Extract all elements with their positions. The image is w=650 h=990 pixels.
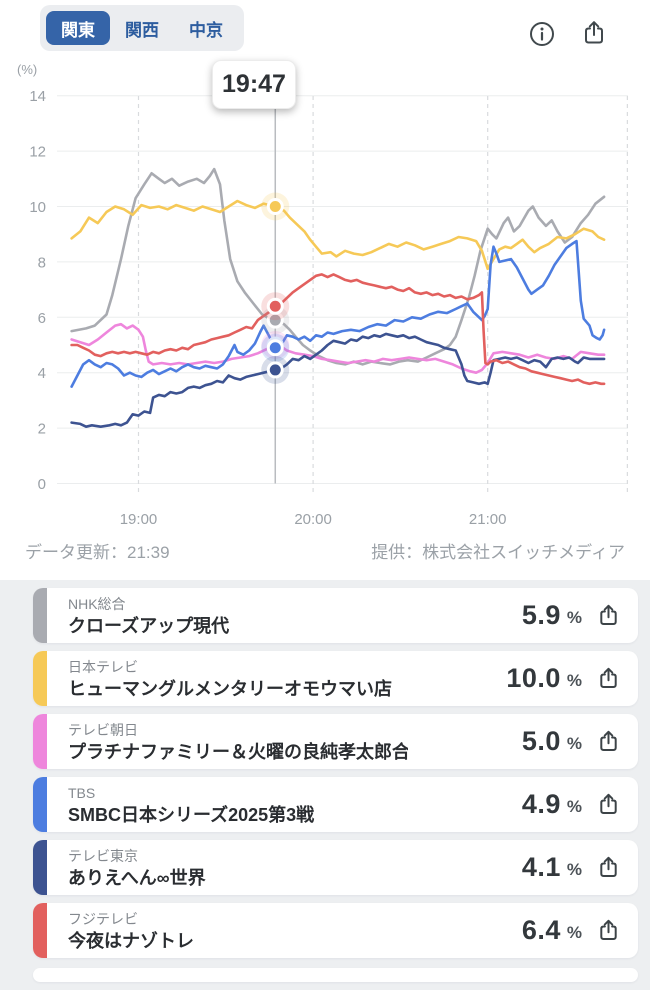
time-tooltip: 19:47 [212, 60, 296, 109]
chart-footer: データ更新：21:39 提供：株式会社スイッチメディア [25, 538, 625, 563]
ratings-chart: 0 2 4 6 8 10 12 14 19:00 20:00 21:00 [29, 88, 628, 528]
rating-value: 6.4 [521, 915, 561, 945]
series-line-5 [70, 273, 606, 386]
share-icon[interactable] [595, 728, 622, 755]
program-title: SMBC日本シリーズ2025第3戦 [68, 805, 315, 825]
program-title: プラチナファミリー＆火曜の良純孝太郎合体SP [68, 742, 408, 762]
channel-text-block: テレビ東京ありえへん∞世界 [68, 847, 408, 891]
channel-name: NHK総合 [68, 596, 126, 612]
series-line-2 [70, 322, 606, 375]
y-axis-unit-label: (%) [17, 62, 38, 77]
rating-value-block: 4.9% [522, 777, 622, 832]
channel-color-bar [33, 903, 47, 958]
rating-value-block: 5.0% [522, 714, 622, 769]
channel-text-block: 日本テレビヒューマングルメンタリーオモウマい店 [68, 658, 408, 702]
y-tick-label: 12 [29, 144, 46, 161]
rating-value: 4.1 [521, 852, 561, 882]
program-title: 今夜はナゾトレ [68, 931, 194, 951]
channel-name: TBS [68, 785, 96, 801]
channel-color-bar [33, 588, 47, 643]
tab-kanto[interactable]: 関東 [46, 11, 110, 45]
share-icon[interactable] [595, 854, 622, 881]
channel-card[interactable]: 日本テレビヒューマングルメンタリーオモウマい店 10.0% [33, 651, 638, 706]
marker-dot-1 [266, 198, 284, 215]
data-updated-text: データ更新：21:39 [25, 543, 170, 562]
rating-value-block: 4.1% [522, 840, 622, 895]
tab-chukyo[interactable]: 中京 [174, 11, 238, 45]
x-tick-label: 21:00 [469, 511, 507, 528]
rating-unit: % [566, 922, 582, 942]
channel-ranking-list: NHK総合 クローズアップ現代 5.9% 日本テレビ ヒューマングルメンタリーオモウマい… [0, 580, 650, 990]
channel-card[interactable]: NHK総合クローズアップ現代 5.9% [33, 588, 638, 643]
share-icon[interactable] [579, 18, 609, 48]
program-title: ありえへん∞世界 [68, 868, 206, 888]
rating-unit: % [566, 670, 582, 690]
share-icon[interactable] [595, 917, 622, 944]
series-line-4 [70, 332, 606, 429]
channel-name: フジテレビ [68, 911, 138, 927]
provider-text: 提供：株式会社スイッチメディア [371, 543, 625, 562]
marker-dot-5 [266, 297, 284, 315]
x-tick-label: 20:00 [294, 511, 332, 528]
channel-color-bar [33, 840, 47, 895]
series-line-0 [70, 167, 606, 366]
y-tick-label: 2 [38, 421, 46, 438]
series-line-1 [70, 199, 606, 271]
rating-value-block: 10.0% [506, 651, 622, 706]
info-icon[interactable] [527, 19, 557, 49]
region-tabs: 関東 関西 中京 [40, 5, 244, 51]
rating-unit: % [566, 859, 582, 879]
rating-value: 5.0 [521, 726, 561, 756]
rating-unit: % [566, 796, 582, 816]
rating-unit: % [566, 733, 582, 753]
channel-color-bar [33, 777, 47, 832]
channel-card-partial[interactable] [33, 968, 638, 982]
channel-text-block: NHK総合クローズアップ現代 [68, 595, 408, 639]
channel-name: テレビ朝日 [68, 722, 138, 738]
y-tick-label: 0 [38, 476, 46, 493]
program-title: クローズアップ現代 [68, 616, 230, 636]
marker-dot-4 [266, 361, 284, 379]
rating-value-block: 6.4% [522, 903, 622, 958]
channel-name: テレビ東京 [68, 848, 138, 864]
channel-text-block: TBS SMBC日本シリーズ2025第3戦 [68, 784, 408, 828]
channel-card[interactable]: TBS SMBC日本シリーズ2025第3戦 4.9% [33, 777, 638, 832]
rating-value: 4.9 [521, 789, 561, 819]
program-title: ヒューマングルメンタリーオモウマい店 [68, 679, 392, 699]
marker-dot-3 [266, 339, 284, 357]
rating-value-block: 5.9% [522, 588, 622, 643]
channel-card[interactable]: テレビ東京ありえへん∞世界 4.1% [33, 840, 638, 895]
channel-name: 日本テレビ [68, 659, 138, 675]
y-tick-label: 14 [29, 88, 46, 105]
share-icon[interactable] [595, 665, 622, 692]
channel-text-block: フジテレビ今夜はナゾトレ [68, 910, 408, 954]
share-icon[interactable] [595, 602, 622, 629]
tooltip-time: 19:47 [222, 70, 286, 98]
x-tick-label: 19:00 [120, 511, 158, 528]
y-tick-label: 10 [29, 199, 46, 216]
share-icon[interactable] [595, 791, 622, 818]
tab-kansai[interactable]: 関西 [110, 11, 174, 45]
rating-value: 10.0 [506, 663, 561, 693]
y-tick-label: 8 [38, 254, 46, 271]
channel-card[interactable]: フジテレビ今夜はナゾトレ 6.4% [33, 903, 638, 958]
rating-value: 5.9 [521, 600, 561, 630]
channel-color-bar [33, 651, 47, 706]
rating-unit: % [566, 607, 582, 627]
chart-section: 関東 関西 中京 (%) 0 2 4 6 8 10 12 14 19:00 20:00 21:00 … [0, 0, 650, 580]
y-tick-label: 6 [38, 310, 46, 327]
channel-color-bar [33, 714, 47, 769]
y-tick-label: 4 [38, 365, 46, 382]
series-line-3 [70, 239, 606, 388]
